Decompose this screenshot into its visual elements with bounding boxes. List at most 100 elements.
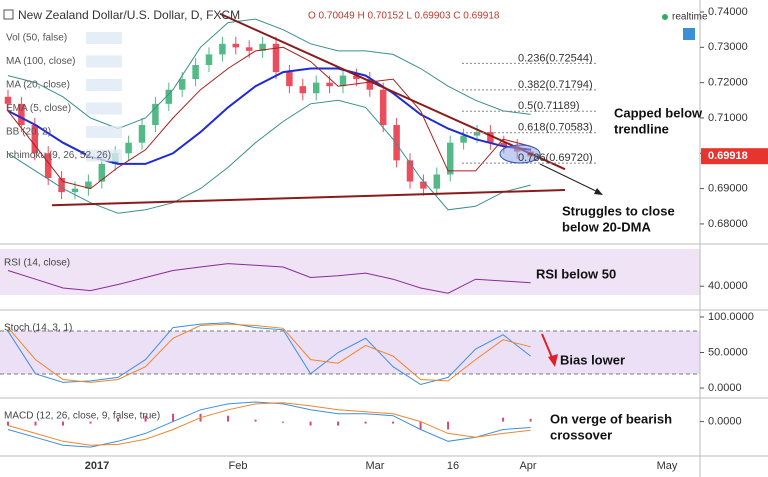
y-tick-label: 40.0000 <box>708 280 748 292</box>
candle-body <box>205 54 213 65</box>
annotation: crossover <box>550 427 612 442</box>
fib-label: 0.618(0.70583) <box>518 122 593 134</box>
candle-body <box>446 142 454 175</box>
marks <box>4 12 598 448</box>
candle-body <box>500 142 508 147</box>
bias-arrow <box>541 333 554 361</box>
x-tick-label: 2017 <box>85 460 109 472</box>
x-tick-label: May <box>657 460 678 472</box>
y-tick-label: 50.0000 <box>708 346 748 358</box>
study-label: Vol (50, false) <box>6 33 67 44</box>
ohlc: O 0.70049 H 0.70152 L 0.69903 C 0.69918 <box>308 11 500 22</box>
stoch-title: Stoch (14, 3, 1) <box>4 323 72 334</box>
price-tag-label: 0.69918 <box>708 150 748 162</box>
arrow <box>539 163 601 194</box>
rsi-line <box>7 263 531 294</box>
overlay-line <box>7 46 531 190</box>
candle-body <box>420 181 427 189</box>
candle-body <box>232 43 240 48</box>
candle-body <box>165 89 173 104</box>
candle-body <box>4 96 12 104</box>
candle-body <box>460 135 467 143</box>
candle-body <box>379 89 387 126</box>
candle-body <box>219 43 226 55</box>
legend-box <box>86 149 122 162</box>
candle-body <box>245 47 253 51</box>
candle-body <box>473 132 481 136</box>
y-tick-label: 0.73000 <box>708 41 748 53</box>
stoch-band <box>0 331 700 374</box>
candle-body <box>326 82 333 87</box>
legend-box <box>86 55 122 68</box>
y-tick-label: 0.69000 <box>708 183 748 195</box>
candle-body <box>339 75 347 87</box>
y-tick-label: 0.74000 <box>708 6 748 18</box>
candle-body <box>286 72 293 87</box>
candle-body <box>406 160 414 182</box>
highlight <box>499 144 541 164</box>
macd-title: MACD (12, 26, close, 9, false, true) <box>4 411 160 422</box>
chart-title: New Zealand Dollar/U.S. Dollar, D, FXCM <box>18 8 240 22</box>
menu-icon[interactable] <box>683 28 695 40</box>
fib-label: 0.786(0.69720) <box>518 152 593 164</box>
y-tick-label: 0.68000 <box>708 218 748 230</box>
trendline <box>219 12 566 171</box>
fib-label: 0.382(0.71794) <box>518 79 593 91</box>
legend-box <box>86 102 122 115</box>
candle-body <box>18 103 25 126</box>
realtime: realtime <box>672 12 708 23</box>
candle-body <box>299 86 307 94</box>
rsi-title: RSI (14, close) <box>4 258 70 269</box>
candle-body <box>85 181 92 189</box>
study-label: MA (20, close) <box>6 80 70 91</box>
macd-line <box>7 402 531 446</box>
annotation: Bias lower <box>560 352 625 367</box>
annotation: below 20-DMA <box>562 219 651 234</box>
y-tick-label: 0.0000 <box>708 382 742 394</box>
candle-body <box>178 79 186 90</box>
study-label: MA (100, close) <box>6 56 75 67</box>
annotation: Struggles to close <box>562 203 675 218</box>
bias-arrow-head <box>548 354 558 367</box>
fib-label: 0.236(0.72544) <box>518 52 593 64</box>
candle-body <box>192 64 199 80</box>
candle-body <box>44 153 52 179</box>
collapse-icon[interactable] <box>3 9 14 20</box>
candle-body <box>366 79 374 90</box>
arrow-head <box>594 188 603 195</box>
y-tick-label: 0.71000 <box>708 112 748 124</box>
realtime-dot <box>662 14 668 20</box>
candle-body <box>272 43 280 73</box>
candle-body <box>312 82 320 94</box>
fib-label: 0.5(0.71189) <box>518 100 580 112</box>
y-tick-label: 0.72000 <box>708 77 748 89</box>
candle-body <box>433 174 441 189</box>
y-tick-label: 100.0000 <box>708 311 754 323</box>
candle-body <box>58 178 65 193</box>
candle-body <box>152 103 159 126</box>
overlay-line <box>7 18 531 130</box>
x-tick-label: 16 <box>447 460 459 472</box>
price-tag <box>701 148 768 165</box>
candle-body <box>393 125 400 161</box>
legend-box <box>86 126 122 138</box>
stoch-line <box>7 322 531 386</box>
annotation: trendline <box>614 121 669 136</box>
candle-body <box>487 132 494 143</box>
rsi-band <box>0 249 700 295</box>
y-tick-label: 0.0000 <box>708 416 742 428</box>
legend-box <box>86 32 122 44</box>
trendline <box>51 189 566 207</box>
annotation: Capped below <box>614 105 703 120</box>
candle-body <box>71 188 79 193</box>
x-tick-label: Apr <box>519 460 536 472</box>
x-tick-label: Mar <box>366 460 385 472</box>
x-tick-label: Feb <box>229 460 248 472</box>
study-label: BB (20, 2) <box>6 127 51 138</box>
candle-body <box>138 125 146 143</box>
annotation: On verge of bearish <box>550 411 672 426</box>
study-label: Ichimoku (9, 26, 52, 26) <box>6 150 111 161</box>
